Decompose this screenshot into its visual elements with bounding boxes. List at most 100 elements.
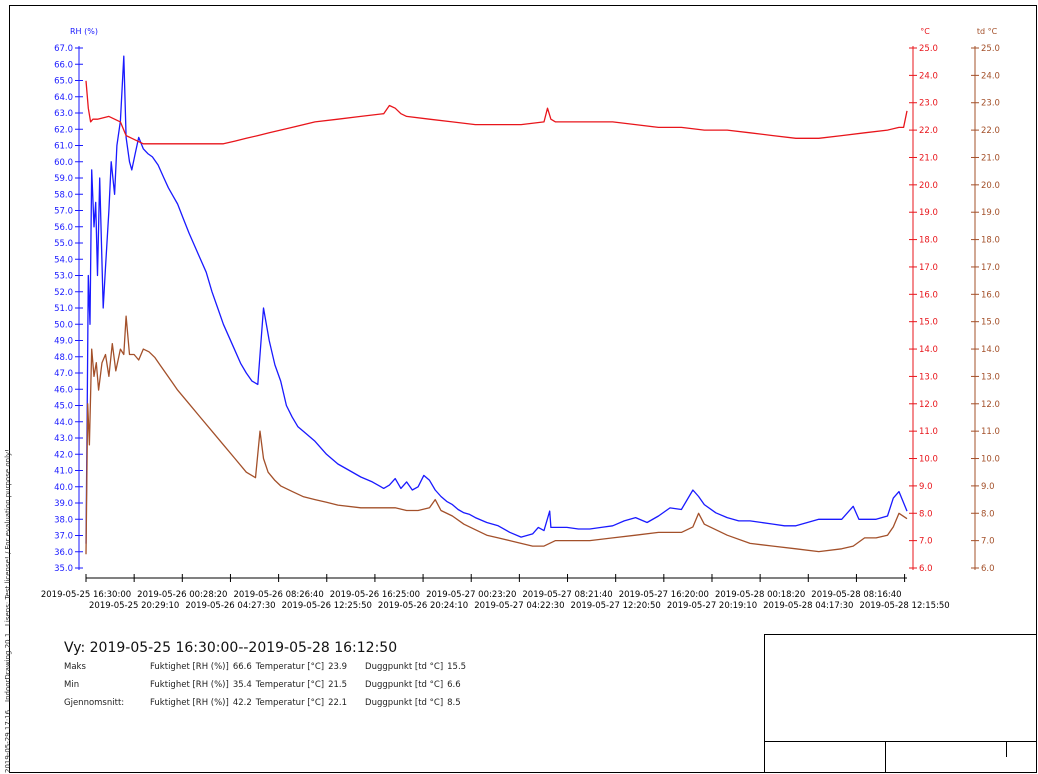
title-block bbox=[764, 634, 1037, 773]
rh-tick-label: 41.0 bbox=[54, 467, 73, 477]
rh-tick-label: 39.0 bbox=[54, 499, 73, 509]
dewpoint-label: Duggpunkt [td °C] bbox=[365, 680, 444, 690]
td-tick-label: 9.0 bbox=[981, 482, 995, 492]
title-block-divider bbox=[765, 741, 1036, 742]
rh-tick-label: 66.0 bbox=[54, 60, 73, 70]
temp-tick-label: 14.0 bbox=[919, 345, 938, 355]
rh-tick-label: 51.0 bbox=[54, 304, 73, 314]
x-tick-label: 2019-05-26 20:24:10 bbox=[378, 601, 468, 611]
td-tick-label: 21.0 bbox=[981, 153, 1000, 163]
summary-panel: Vy: 2019-05-25 16:30:00--2019-05-28 16:1… bbox=[64, 640, 470, 716]
temp-tick-label: 13.0 bbox=[919, 372, 938, 382]
td-tick-label: 16.0 bbox=[981, 290, 1000, 300]
x-tick-label: 2019-05-28 04:17:30 bbox=[763, 601, 853, 611]
rh-axis-title: RH (%) bbox=[70, 27, 98, 36]
temp-tick-label: 7.0 bbox=[919, 537, 933, 547]
td-tick-label: 19.0 bbox=[981, 208, 1000, 218]
series-temp bbox=[85, 80, 908, 145]
td-tick-label: 7.0 bbox=[981, 537, 995, 547]
temp-value: 22.1 bbox=[328, 698, 348, 708]
temp-value: 23.9 bbox=[328, 662, 348, 672]
x-tick-label: 2019-05-26 12:25:50 bbox=[282, 601, 372, 611]
x-tick-label: 2019-05-27 12:20:50 bbox=[571, 601, 661, 611]
td-tick-label: 14.0 bbox=[981, 345, 1000, 355]
td-axis-title: td °C bbox=[977, 27, 998, 36]
rh-value: 42.2 bbox=[232, 698, 252, 708]
title-block-divider bbox=[885, 741, 886, 772]
rh-value: 66.6 bbox=[232, 662, 252, 672]
title-block-divider bbox=[1006, 741, 1007, 757]
td-tick-label: 23.0 bbox=[981, 99, 1000, 109]
td-tick-label: 25.0 bbox=[981, 44, 1000, 54]
temp-tick-label: 16.0 bbox=[919, 290, 938, 300]
temp-tick-label: 10.0 bbox=[919, 455, 938, 465]
print-timestamp: 2019-05-29 17:16 bbox=[4, 709, 12, 773]
rh-tick-label: 50.0 bbox=[54, 320, 73, 330]
rh-tick-label: 60.0 bbox=[54, 158, 73, 168]
x-tick-label: 2019-05-25 16:30:00 bbox=[41, 590, 131, 600]
temp-tick-label: 9.0 bbox=[919, 482, 933, 492]
td-tick-label: 24.0 bbox=[981, 71, 1000, 81]
x-tick-label: 2019-05-28 00:18:20 bbox=[715, 590, 805, 600]
td-tick-label: 8.0 bbox=[981, 509, 995, 519]
dewpoint-label: Duggpunkt [td °C] bbox=[365, 698, 444, 708]
rh-value: 35.4 bbox=[232, 680, 252, 690]
rh-tick-label: 35.0 bbox=[54, 564, 73, 574]
rh-tick-label: 56.0 bbox=[54, 223, 73, 233]
temp-label: Temperatur [°C] bbox=[255, 698, 325, 708]
td-tick-label: 13.0 bbox=[981, 372, 1000, 382]
temp-tick-label: 12.0 bbox=[919, 400, 938, 410]
temp-tick-label: 20.0 bbox=[919, 181, 938, 191]
rh-tick-label: 65.0 bbox=[54, 77, 73, 87]
rh-tick-label: 43.0 bbox=[54, 434, 73, 444]
rh-label: Fuktighet [RH (%)] bbox=[150, 662, 229, 672]
temp-tick-label: 21.0 bbox=[919, 153, 938, 163]
rh-label: Fuktighet [RH (%)] bbox=[150, 698, 229, 708]
row-label: Maks bbox=[64, 662, 86, 672]
temp-tick-label: 25.0 bbox=[919, 44, 938, 54]
rh-tick-label: 44.0 bbox=[54, 418, 73, 428]
rh-tick-label: 63.0 bbox=[54, 109, 73, 119]
x-tick-label: 2019-05-26 04:27:30 bbox=[185, 601, 275, 611]
summary-row-max: Maks Fuktighet [RH (%)] 66.6 Temperatur … bbox=[64, 662, 470, 680]
rh-tick-label: 42.0 bbox=[54, 450, 73, 460]
rh-tick-label: 40.0 bbox=[54, 483, 73, 493]
temp-value: 21.5 bbox=[328, 680, 348, 690]
rh-tick-label: 55.0 bbox=[54, 239, 73, 249]
x-tick-label: 2019-05-27 00:23:20 bbox=[426, 590, 516, 600]
x-tick-label: 2019-05-26 16:25:00 bbox=[330, 590, 420, 600]
x-tick-label: 2019-05-27 04:22:30 bbox=[474, 601, 564, 611]
rh-tick-label: 37.0 bbox=[54, 532, 73, 542]
td-tick-label: 17.0 bbox=[981, 263, 1000, 273]
temp-tick-label: 8.0 bbox=[919, 509, 933, 519]
temp-tick-label: 6.0 bbox=[919, 564, 933, 574]
temp-label: Temperatur [°C] bbox=[255, 662, 325, 672]
td-tick-label: 15.0 bbox=[981, 318, 1000, 328]
temp-tick-label: 18.0 bbox=[919, 236, 938, 246]
rh-tick-label: 67.0 bbox=[54, 44, 73, 54]
rh-tick-label: 47.0 bbox=[54, 369, 73, 379]
dewpoint-label: Duggpunkt [td °C] bbox=[365, 662, 444, 672]
rh-tick-label: 62.0 bbox=[54, 125, 73, 135]
series-rh bbox=[85, 55, 908, 544]
rh-tick-label: 49.0 bbox=[54, 337, 73, 347]
rh-tick-label: 57.0 bbox=[54, 207, 73, 217]
temp-tick-label: 11.0 bbox=[919, 427, 938, 437]
summary-row-average: Gjennomsnitt: Fuktighet [RH (%)] 42.2 Te… bbox=[64, 698, 470, 716]
rh-tick-label: 53.0 bbox=[54, 272, 73, 282]
rh-tick-label: 58.0 bbox=[54, 190, 73, 200]
x-tick-label: 2019-05-26 00:28:20 bbox=[137, 590, 227, 600]
temp-tick-label: 19.0 bbox=[919, 208, 938, 218]
rh-tick-label: 48.0 bbox=[54, 353, 73, 363]
rh-tick-label: 64.0 bbox=[54, 93, 73, 103]
rh-tick-label: 38.0 bbox=[54, 515, 73, 525]
td-tick-label: 12.0 bbox=[981, 400, 1000, 410]
series-td bbox=[85, 315, 908, 555]
x-tick-label: 2019-05-28 08:16:40 bbox=[811, 590, 901, 600]
dewpoint-value: 8.5 bbox=[447, 698, 461, 708]
rh-tick-label: 52.0 bbox=[54, 288, 73, 298]
temp-tick-label: 17.0 bbox=[919, 263, 938, 273]
x-tick-label: 2019-05-27 20:19:10 bbox=[667, 601, 757, 611]
summary-table: Maks Fuktighet [RH (%)] 66.6 Temperatur … bbox=[64, 662, 470, 716]
rh-tick-label: 45.0 bbox=[54, 402, 73, 412]
